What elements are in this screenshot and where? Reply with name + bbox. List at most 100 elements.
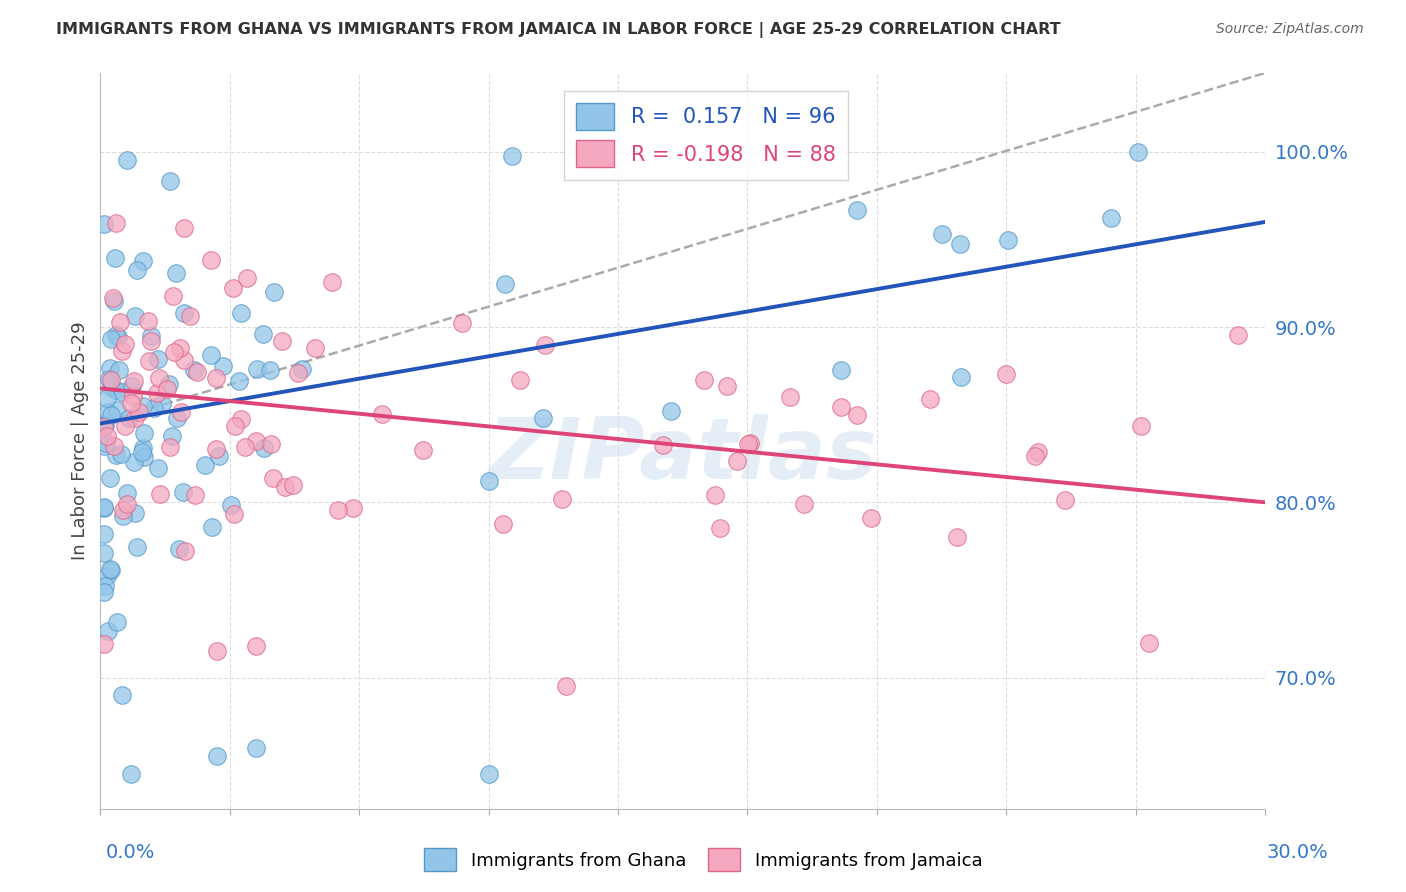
Point bbox=[104, 328, 127, 343]
Point bbox=[326, 503, 349, 517]
Point bbox=[104, 251, 127, 265]
Point bbox=[208, 449, 231, 463]
Point bbox=[205, 644, 228, 658]
Point bbox=[949, 236, 972, 251]
Point bbox=[132, 253, 155, 268]
Point bbox=[236, 270, 259, 285]
Point bbox=[859, 511, 882, 525]
Point bbox=[725, 454, 748, 468]
Point bbox=[100, 333, 122, 347]
Point bbox=[114, 418, 136, 433]
Point bbox=[120, 767, 142, 781]
Point bbox=[96, 569, 118, 583]
Point bbox=[179, 309, 201, 323]
Point bbox=[263, 285, 285, 300]
Point bbox=[703, 488, 725, 502]
Point bbox=[159, 440, 181, 454]
Point bbox=[205, 442, 228, 456]
Point bbox=[186, 365, 208, 379]
Point bbox=[945, 530, 967, 544]
Point bbox=[114, 337, 136, 351]
Legend: R =  0.157   N = 96, R = -0.198   N = 88: R = 0.157 N = 96, R = -0.198 N = 88 bbox=[564, 91, 848, 179]
Point bbox=[478, 475, 501, 489]
Point bbox=[174, 543, 197, 558]
Point bbox=[93, 419, 115, 434]
Point bbox=[112, 503, 135, 517]
Point bbox=[96, 435, 118, 450]
Point bbox=[97, 624, 120, 638]
Point bbox=[110, 447, 132, 461]
Point bbox=[931, 227, 953, 242]
Point bbox=[224, 508, 246, 522]
Point bbox=[291, 362, 314, 376]
Point bbox=[93, 500, 115, 515]
Point bbox=[219, 498, 242, 512]
Point bbox=[492, 516, 515, 531]
Point bbox=[121, 379, 143, 393]
Point bbox=[321, 276, 343, 290]
Point bbox=[167, 541, 190, 556]
Point bbox=[132, 399, 155, 413]
Point bbox=[117, 153, 139, 167]
Point bbox=[173, 221, 195, 235]
Point bbox=[124, 309, 146, 323]
Point bbox=[98, 372, 121, 386]
Point bbox=[846, 202, 869, 217]
Point bbox=[224, 419, 246, 434]
Point bbox=[740, 435, 762, 450]
Point bbox=[997, 233, 1019, 247]
Point bbox=[146, 351, 169, 366]
Point bbox=[533, 338, 555, 352]
Point bbox=[412, 443, 434, 458]
Point bbox=[111, 343, 134, 358]
Point bbox=[551, 491, 574, 506]
Point bbox=[107, 330, 129, 344]
Text: 30.0%: 30.0% bbox=[1267, 843, 1329, 862]
Point bbox=[737, 437, 759, 451]
Point bbox=[304, 342, 326, 356]
Point bbox=[124, 506, 146, 520]
Point bbox=[105, 448, 128, 462]
Point bbox=[138, 354, 160, 368]
Point bbox=[342, 500, 364, 515]
Point bbox=[205, 370, 228, 384]
Point bbox=[110, 385, 132, 400]
Point bbox=[1226, 327, 1249, 342]
Point bbox=[105, 615, 128, 630]
Point bbox=[245, 434, 267, 448]
Point bbox=[150, 397, 173, 411]
Point bbox=[100, 564, 122, 578]
Point bbox=[830, 363, 852, 377]
Point bbox=[200, 347, 222, 361]
Point bbox=[259, 363, 281, 377]
Point bbox=[121, 396, 143, 410]
Point bbox=[1026, 445, 1049, 459]
Point bbox=[494, 277, 516, 292]
Point bbox=[93, 637, 115, 651]
Point bbox=[141, 334, 163, 349]
Point bbox=[281, 477, 304, 491]
Point bbox=[509, 373, 531, 387]
Point bbox=[143, 401, 166, 415]
Text: ZIPatlas: ZIPatlas bbox=[488, 414, 877, 497]
Point bbox=[115, 497, 138, 511]
Point bbox=[93, 579, 115, 593]
Point bbox=[128, 405, 150, 419]
Point bbox=[172, 484, 194, 499]
Point bbox=[229, 306, 252, 320]
Point bbox=[252, 441, 274, 455]
Point bbox=[1099, 211, 1122, 225]
Point bbox=[108, 315, 131, 329]
Point bbox=[93, 500, 115, 515]
Point bbox=[105, 403, 128, 417]
Point bbox=[793, 497, 815, 511]
Point bbox=[779, 390, 801, 404]
Point bbox=[107, 363, 129, 377]
Point bbox=[252, 326, 274, 341]
Point bbox=[716, 378, 738, 392]
Point bbox=[96, 392, 118, 406]
Point bbox=[94, 418, 117, 433]
Point bbox=[139, 328, 162, 343]
Point bbox=[173, 306, 195, 320]
Point bbox=[1024, 449, 1046, 463]
